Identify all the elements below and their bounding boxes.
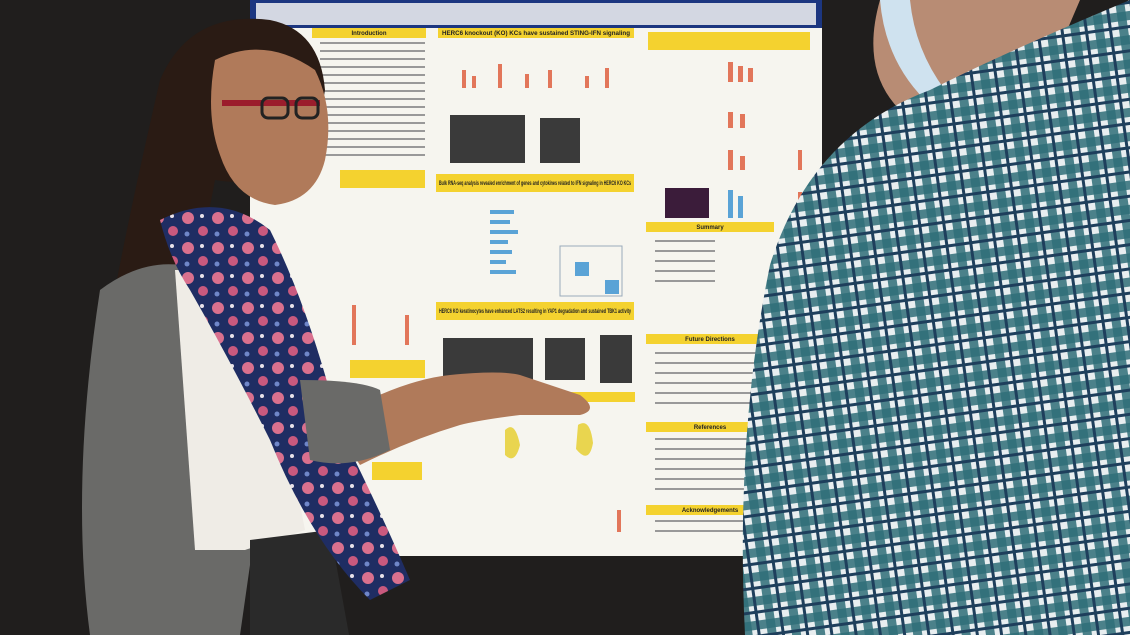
section-title: References xyxy=(694,425,727,431)
visitor xyxy=(742,0,1130,635)
section-title: Bulk RNA-seq analysis revealed enrichmen… xyxy=(439,181,631,187)
presenter xyxy=(82,18,590,635)
section-title: HERC6 knockout (KO) KCs have sustained S… xyxy=(442,31,630,37)
section-title: Future Directions xyxy=(685,337,735,343)
section-title: Summary xyxy=(696,225,724,231)
section-title: Acknowledgements xyxy=(682,508,739,514)
section-title: Introduction xyxy=(352,31,387,37)
section-title: HERC6 KO keratinocytes have enhanced LAT… xyxy=(439,309,631,315)
